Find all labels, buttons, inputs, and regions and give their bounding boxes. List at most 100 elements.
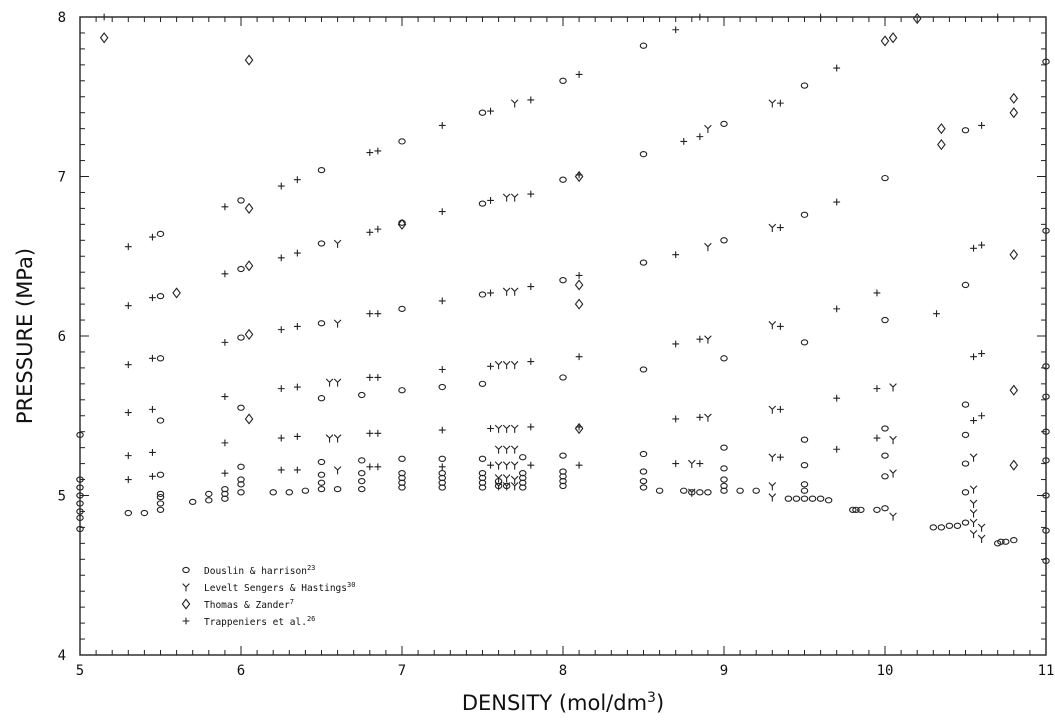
data-point-y xyxy=(768,482,777,491)
data-point-diamond xyxy=(244,413,254,425)
data-point-circle xyxy=(76,476,84,483)
x-tick-label: 9 xyxy=(720,663,728,679)
data-point-plus xyxy=(527,283,535,290)
data-point-circle xyxy=(997,538,1005,545)
data-point-plus xyxy=(149,449,156,456)
data-point-circle xyxy=(720,444,728,451)
data-point-plus xyxy=(293,433,301,440)
data-point-plus xyxy=(970,417,977,424)
data-point-circle xyxy=(156,355,165,362)
data-point-plus xyxy=(833,305,841,313)
data-point-circle xyxy=(317,166,326,174)
y-tick-label: 6 xyxy=(58,329,66,345)
data-point-circle xyxy=(639,151,648,158)
data-point-y xyxy=(510,475,519,484)
data-point-circle xyxy=(639,366,648,373)
legend-marker-plus xyxy=(182,617,190,625)
data-point-y xyxy=(502,482,511,491)
data-point-circle xyxy=(76,525,84,533)
data-point-plus xyxy=(149,294,156,302)
data-point-circle xyxy=(478,470,487,477)
data-point-y xyxy=(969,453,978,462)
data-point-y xyxy=(688,459,696,468)
data-point-circle xyxy=(696,489,704,496)
y-tick-label: 7 xyxy=(58,170,66,186)
data-point-circle xyxy=(140,509,149,517)
data-point-plus xyxy=(696,413,704,421)
data-point-circle xyxy=(357,470,366,477)
data-point-plus xyxy=(149,472,156,480)
data-point-diamond xyxy=(574,298,584,310)
data-point-circle xyxy=(398,455,406,462)
data-point-circle xyxy=(961,489,970,496)
data-point-y xyxy=(333,434,342,443)
data-point-diamond xyxy=(888,32,898,44)
data-point-y xyxy=(333,378,342,387)
data-point-plus xyxy=(978,241,985,249)
data-point-y xyxy=(510,482,519,491)
data-point-y xyxy=(494,474,503,483)
data-point-circle xyxy=(679,487,688,494)
data-point-circle xyxy=(559,374,567,381)
data-point-plus xyxy=(873,289,881,297)
data-point-circle xyxy=(881,316,889,324)
data-point-diamond xyxy=(397,218,407,230)
data-point-circle xyxy=(1042,428,1050,435)
data-point-plus xyxy=(438,208,446,215)
data-point-plus xyxy=(527,423,535,431)
data-point-circle xyxy=(961,401,970,408)
data-point-plus xyxy=(776,405,784,413)
legend-marker-circle xyxy=(182,566,190,574)
data-point-plus xyxy=(527,461,535,469)
data-point-circle xyxy=(1001,538,1010,545)
data-point-circle xyxy=(398,305,406,313)
x-tick-label: 5 xyxy=(76,663,84,679)
data-point-circle xyxy=(478,109,487,116)
data-point-circle xyxy=(720,482,728,490)
data-point-circle xyxy=(800,436,809,443)
data-point-circle xyxy=(1042,527,1050,534)
data-point-circle xyxy=(317,458,326,466)
data-point-plus xyxy=(575,423,583,431)
data-point-plus xyxy=(833,394,841,402)
legend-marker-diamond xyxy=(181,598,191,610)
data-point-y xyxy=(704,242,712,252)
data-point-plus xyxy=(374,374,382,381)
data-point-plus xyxy=(221,270,229,278)
data-point-plus xyxy=(575,353,583,361)
data-point-y xyxy=(494,482,503,491)
data-point-y xyxy=(889,512,897,521)
data-point-plus xyxy=(696,460,704,467)
data-point-y xyxy=(969,529,978,539)
x-tick-label: 11 xyxy=(1038,663,1055,679)
data-point-y xyxy=(510,360,519,370)
data-point-circle xyxy=(398,470,406,477)
data-point-circle xyxy=(929,524,938,531)
data-point-circle xyxy=(800,487,809,494)
data-point-y xyxy=(333,319,342,328)
data-point-plus xyxy=(696,13,704,21)
data-point-plus xyxy=(575,271,583,279)
data-point-circle xyxy=(720,465,728,472)
data-point-circle xyxy=(301,487,310,494)
data-point-plus xyxy=(438,297,446,305)
data-point-circle xyxy=(639,484,648,491)
data-point-circle xyxy=(639,259,648,266)
data-point-plus xyxy=(374,225,382,233)
data-point-plus xyxy=(672,26,680,34)
x-tick-label: 6 xyxy=(237,663,245,679)
data-point-plus xyxy=(277,254,285,262)
data-point-y xyxy=(494,445,503,454)
data-point-circle xyxy=(269,489,277,496)
data-point-circle xyxy=(1042,227,1050,234)
legend: Douslin & harrison23 Levelt Sengers & Has… xyxy=(181,564,355,628)
data-point-circle xyxy=(720,120,728,128)
data-points xyxy=(76,13,1050,565)
data-point-diamond xyxy=(1009,459,1019,471)
data-point-plus xyxy=(527,190,535,198)
data-point-circle xyxy=(559,176,567,183)
data-point-y xyxy=(502,445,511,454)
data-point-plus xyxy=(366,463,374,471)
x-tick-label: 10 xyxy=(877,663,894,679)
y-tick-label: 5 xyxy=(58,489,66,505)
